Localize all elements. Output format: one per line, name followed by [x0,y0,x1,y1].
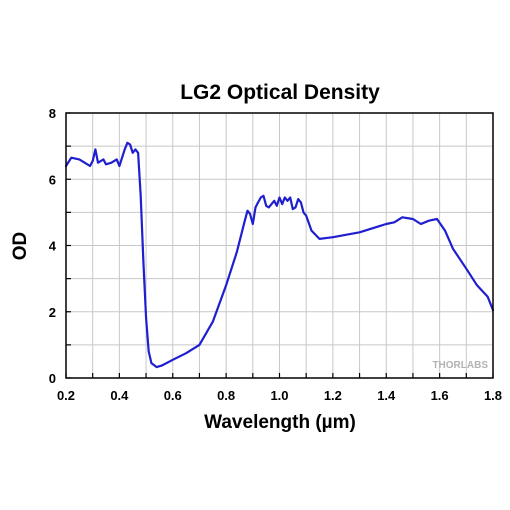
axis-ticks [65,112,494,379]
y-tick-label: 6 [49,172,56,187]
x-tick-label: 1.8 [484,388,502,403]
y-tick-label: 2 [49,305,56,320]
x-tick-label: 1.2 [324,388,342,403]
x-tick-label: 1.6 [431,388,449,403]
y-tick-label: 0 [49,371,56,386]
plot-area-frame [65,112,494,379]
chart-title: LG2 Optical Density [180,81,380,104]
y-tick-label: 4 [49,239,57,254]
x-axis-label: Wavelength (µm) [204,412,356,433]
series-group [64,141,495,369]
x-tick-label: 1.4 [377,388,396,403]
x-tick-label: 0.4 [110,388,129,403]
x-tick-labels: 0.2 0.4 0.6 0.8 1.0 1.2 1.4 1.6 1.8 [57,388,502,403]
thorlabs-watermark: THORLABS [432,360,488,371]
x-tick-label: 0.6 [164,388,182,403]
x-tick-label: 1.0 [270,388,288,403]
y-axis-label: OD [10,232,31,261]
optical-density-line [64,141,495,369]
y-tick-label: 8 [49,106,56,121]
grid [65,112,494,379]
x-tick-label: 0.2 [57,388,75,403]
x-tick-label: 0.8 [217,388,235,403]
y-tick-labels: 0 2 4 6 8 [49,106,57,386]
